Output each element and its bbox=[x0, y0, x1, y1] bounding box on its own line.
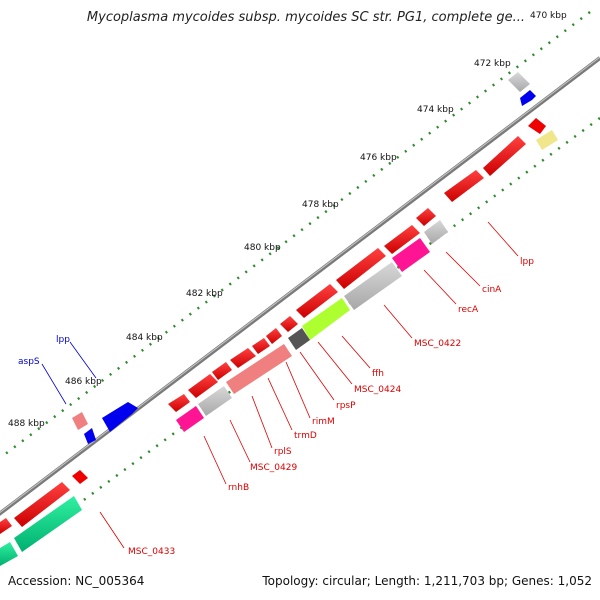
gene-feature bbox=[508, 72, 530, 92]
tick-labels: 470 kbp 472 kbp 474 kbp 476 kbp 478 kbp … bbox=[8, 11, 567, 429]
tick-label: 486 kbp bbox=[65, 377, 102, 387]
gene-label: MSC_0429 bbox=[250, 463, 297, 473]
gene-feature bbox=[198, 386, 232, 416]
gene-feature bbox=[168, 394, 190, 412]
gene-feature bbox=[212, 362, 232, 380]
gene-label: ffh bbox=[372, 369, 384, 379]
gene-feature bbox=[14, 496, 82, 552]
gene-feature bbox=[384, 225, 420, 254]
gene-feature bbox=[102, 402, 138, 432]
gene-feature bbox=[188, 374, 218, 398]
gene-label: cinA bbox=[482, 285, 502, 295]
gene-feature bbox=[266, 328, 282, 344]
tick-label: 476 kbp bbox=[360, 153, 397, 163]
gene-feature bbox=[416, 208, 436, 226]
gene-label: MSC_0433 bbox=[128, 547, 175, 557]
gene-feature bbox=[84, 428, 96, 444]
gene-feature bbox=[72, 470, 88, 484]
gene-feature bbox=[344, 262, 402, 310]
genome-backbone bbox=[0, 56, 600, 516]
gene-feature bbox=[14, 482, 70, 527]
outer-tick-ring bbox=[0, 11, 591, 459]
gene-label: rnhB bbox=[228, 483, 249, 493]
gene-feature bbox=[424, 220, 448, 244]
gene-feature bbox=[0, 542, 18, 566]
label-connectors bbox=[41, 221, 519, 549]
reverse-strand-genes bbox=[0, 130, 558, 566]
gene-label: rimM bbox=[312, 417, 335, 427]
gene-label: lpp bbox=[520, 257, 534, 267]
gene-label: aspS bbox=[18, 357, 40, 367]
inner-tick-ring bbox=[49, 116, 600, 527]
genome-stats-text: Topology: circular; Length: 1,211,703 bp… bbox=[262, 574, 592, 588]
gene-label: MSC_0422 bbox=[414, 339, 461, 349]
gene-feature bbox=[252, 338, 270, 354]
tick-label: 470 kbp bbox=[530, 11, 567, 21]
forward-strand-genes bbox=[0, 72, 546, 534]
gene-label: rpsP bbox=[336, 401, 356, 411]
map-title: Mycoplasma mycoides subsp. mycoides SC s… bbox=[86, 10, 525, 25]
gene-feature bbox=[520, 90, 536, 106]
gene-feature bbox=[528, 118, 546, 134]
gene-feature bbox=[444, 170, 484, 202]
tick-label: 472 kbp bbox=[474, 59, 511, 69]
tick-label: 488 kbp bbox=[8, 419, 45, 429]
gene-feature bbox=[336, 248, 386, 289]
gene-label: MSC_0424 bbox=[354, 385, 401, 395]
tick-label: 482 kbp bbox=[186, 289, 223, 299]
gene-feature bbox=[288, 328, 310, 350]
gene-label: rplS bbox=[274, 447, 292, 457]
gene-feature bbox=[176, 406, 204, 432]
gene-feature bbox=[536, 130, 558, 150]
gene-label: recA bbox=[458, 305, 479, 315]
gene-feature bbox=[483, 136, 526, 176]
gene-feature bbox=[280, 316, 298, 332]
gene-label: trmD bbox=[294, 431, 317, 441]
gene-feature bbox=[296, 284, 338, 318]
tick-label: 480 kbp bbox=[244, 243, 281, 253]
gene-feature bbox=[302, 298, 350, 340]
tick-label: 484 kbp bbox=[126, 333, 163, 343]
gene-feature bbox=[0, 518, 12, 534]
gene-feature bbox=[392, 238, 430, 272]
gene-feature bbox=[226, 344, 292, 394]
gene-feature bbox=[72, 412, 88, 430]
tick-label: 478 kbp bbox=[302, 200, 339, 210]
accession-text: Accession: NC_005364 bbox=[8, 574, 145, 588]
gene-label: lpp bbox=[56, 335, 70, 345]
gene-labels: lpp cinA recA MSC_0422 ffh MSC_0424 rpsP… bbox=[18, 257, 534, 557]
gene-feature bbox=[230, 348, 256, 368]
tick-label: 474 kbp bbox=[417, 105, 454, 115]
